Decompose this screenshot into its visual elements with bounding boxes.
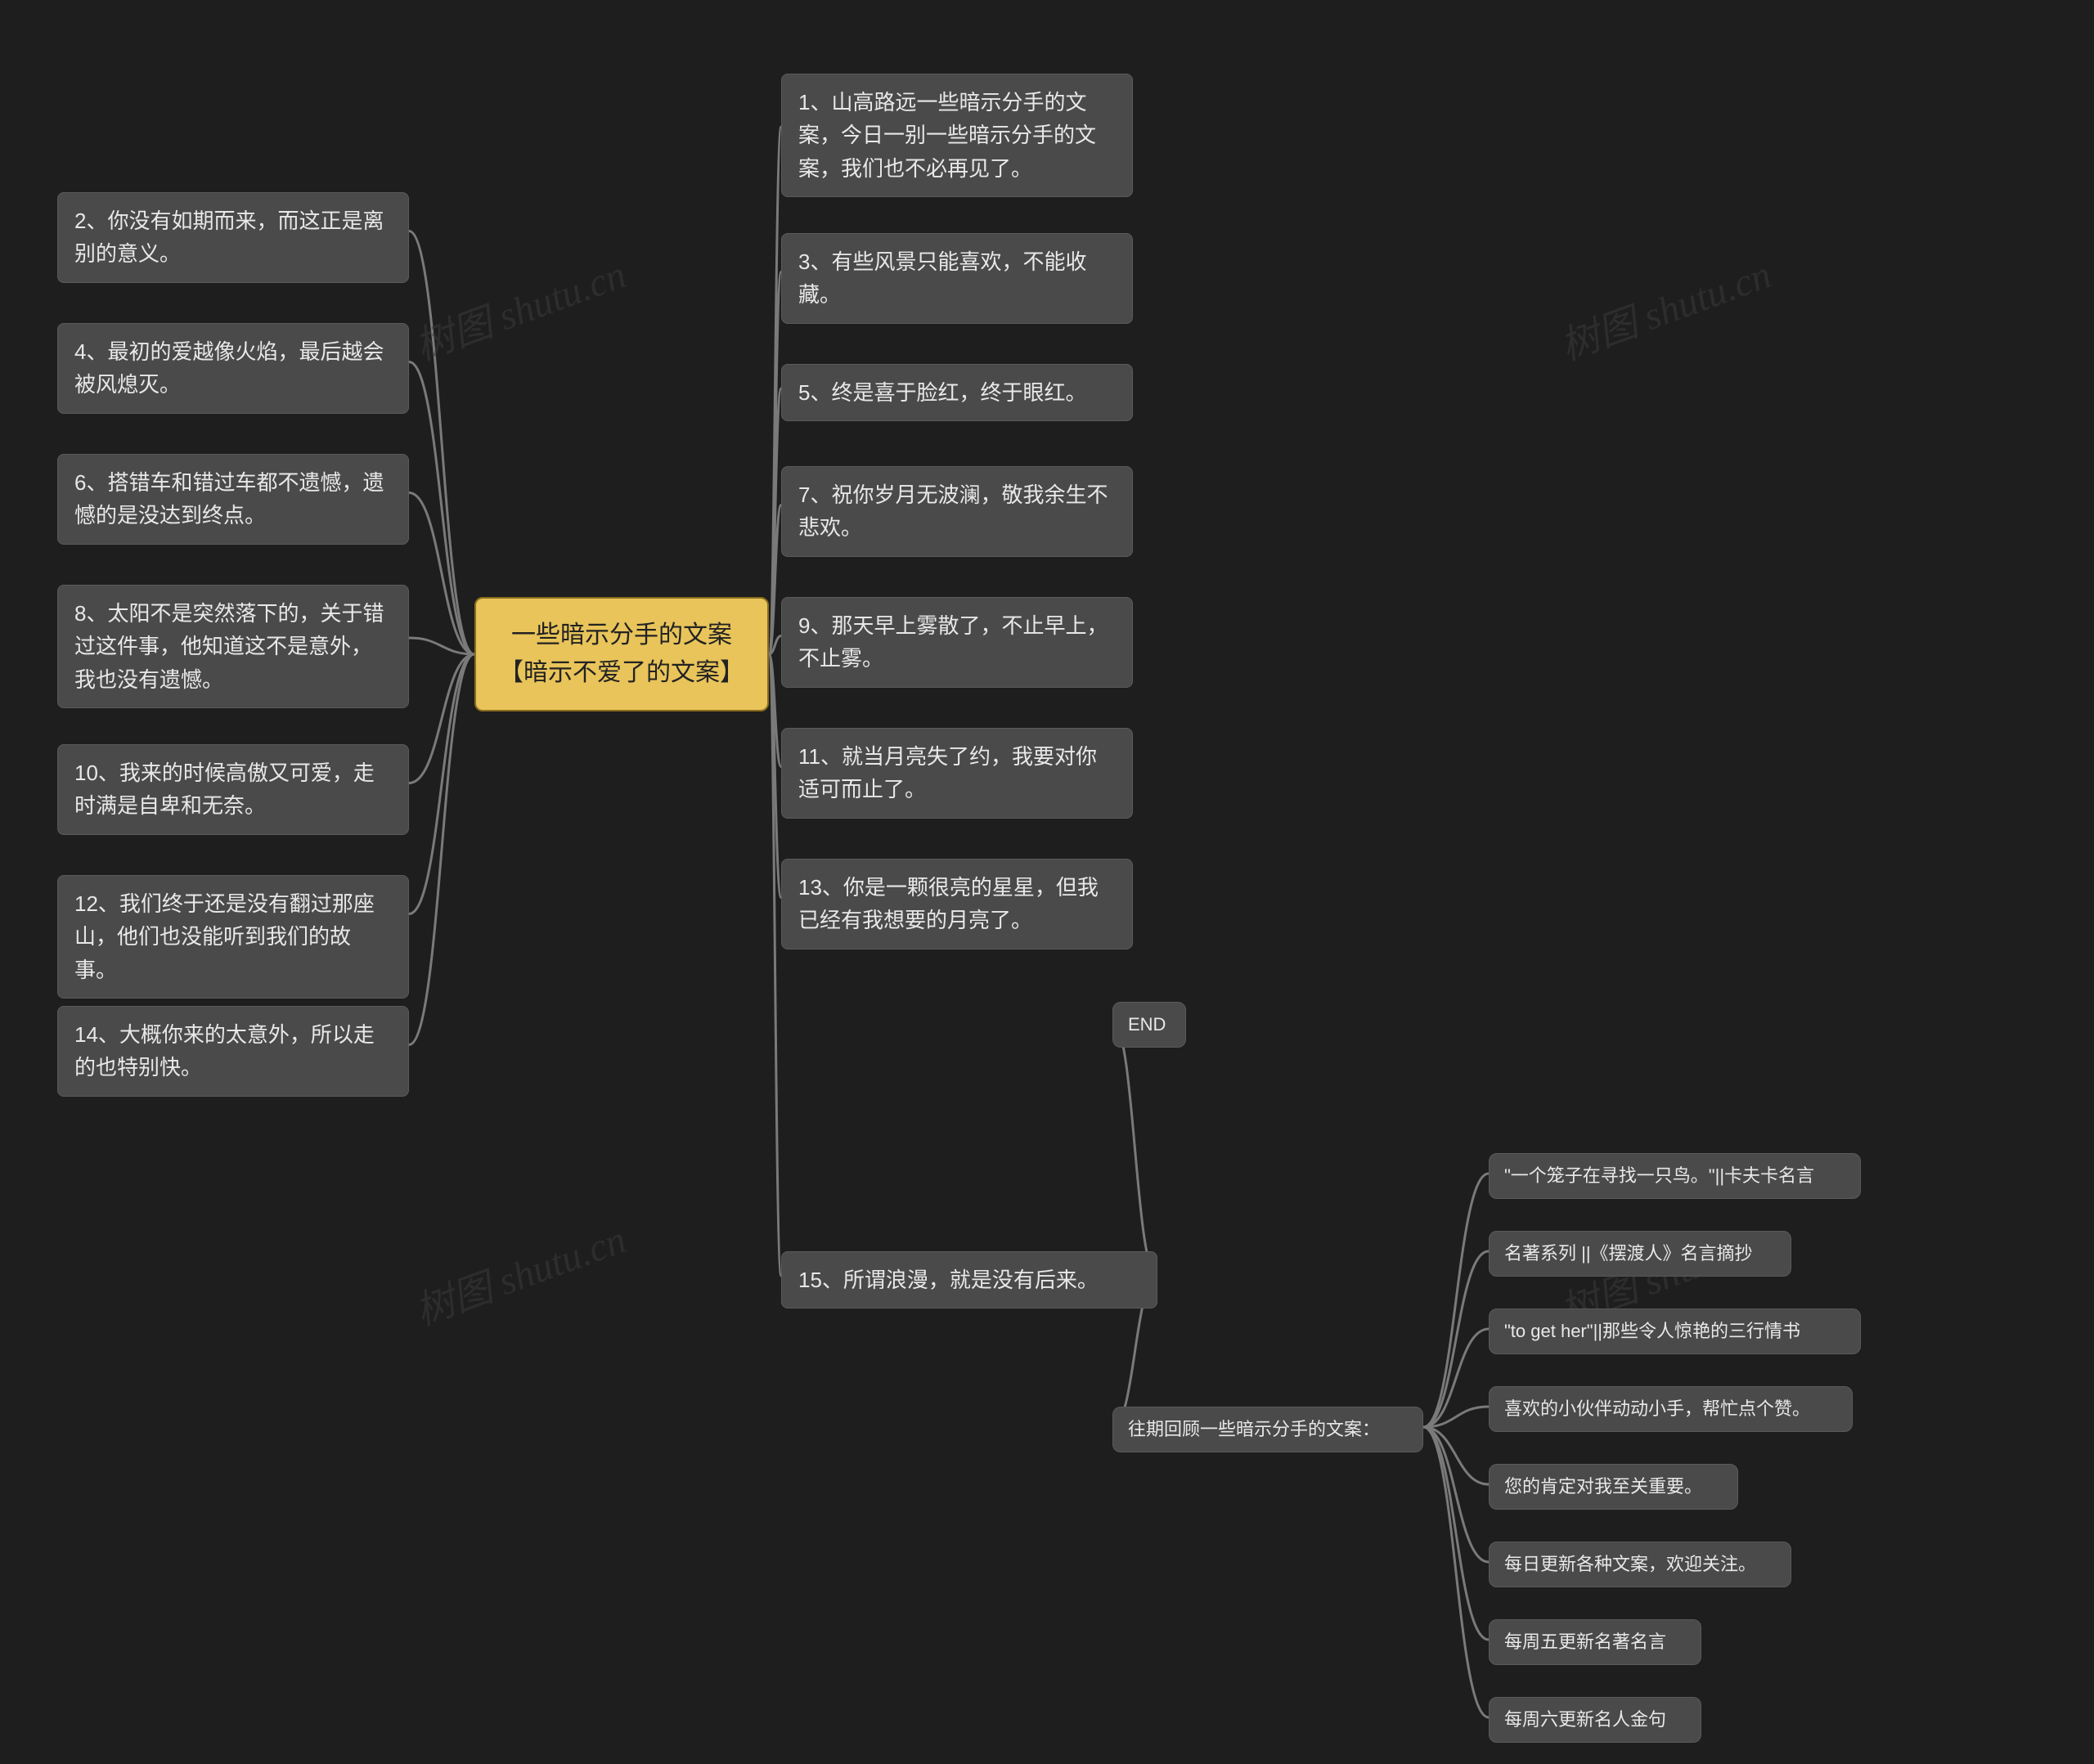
connector (1423, 1174, 1489, 1427)
connector (769, 654, 781, 898)
connector (769, 127, 781, 654)
connector (1112, 1022, 1157, 1276)
mindmap-node[interactable]: 8、太阳不是突然落下的，关于错过这件事，他知道这不是意外，我也没有遗憾。 (57, 585, 409, 708)
mindmap-node[interactable]: 每周五更新名著名言 (1489, 1619, 1701, 1665)
mindmap-node[interactable]: 12、我们终于还是没有翻过那座山，他们也没能听到我们的故事。 (57, 875, 409, 999)
connector (769, 654, 781, 767)
mindmap-node[interactable]: 每日更新各种文案，欢迎关注。 (1489, 1542, 1791, 1587)
connector (1423, 1427, 1489, 1717)
connector (409, 638, 474, 654)
connector (409, 362, 474, 655)
mindmap-node[interactable]: 6、搭错车和错过车都不遗憾，遗憾的是没达到终点。 (57, 454, 409, 545)
connector (769, 272, 781, 655)
mindmap-node[interactable]: 13、你是一颗很亮的星星，但我已经有我想要的月亮了。 (781, 859, 1133, 949)
mindmap-node[interactable]: 9、那天早上雾散了，不止早上，不止雾。 (781, 597, 1133, 688)
mindmap-node[interactable]: 15、所谓浪漫，就是没有后来。 (781, 1251, 1157, 1308)
connector (409, 654, 474, 1045)
mindmap-node[interactable]: "一个笼子在寻找一只鸟。"||卡夫卡名言 (1489, 1153, 1861, 1199)
connector (1423, 1427, 1489, 1562)
watermark: 树图 shutu.cn (1551, 242, 1777, 371)
mindmap-node[interactable]: 名著系列 ||《摆渡人》名言摘抄 (1489, 1231, 1791, 1277)
mindmap-node[interactable]: 5、终是喜于脸红，终于眼红。 (781, 364, 1133, 421)
connector (409, 654, 474, 783)
mindmap-node[interactable]: 7、祝你岁月无波澜，敬我余生不悲欢。 (781, 466, 1133, 557)
mindmap-node[interactable]: 每周六更新名人金句 (1489, 1697, 1701, 1743)
mindmap-node[interactable]: 2、你没有如期而来，而这正是离别的意义。 (57, 192, 409, 283)
mindmap-node[interactable]: 您的肯定对我至关重要。 (1489, 1464, 1738, 1510)
mindmap-node[interactable]: 11、就当月亮失了约，我要对你适可而止了。 (781, 728, 1133, 819)
connector (1423, 1427, 1489, 1640)
connector (1423, 1251, 1489, 1427)
mindmap-node[interactable]: 一些暗示分手的文案【暗示不爱了的文案】 (474, 597, 769, 711)
connector (409, 654, 474, 914)
mindmap-node[interactable]: 3、有些风景只能喜欢，不能收藏。 (781, 233, 1133, 324)
connector (409, 493, 474, 655)
watermark: 树图 shutu.cn (406, 242, 632, 371)
connector (1423, 1427, 1489, 1484)
connector (769, 388, 781, 654)
mindmap-node[interactable]: 10、我来的时候高傲又可爱，走时满是自卑和无奈。 (57, 744, 409, 835)
mindmap-node[interactable]: 14、大概你来的太意外，所以走的也特别快。 (57, 1006, 409, 1097)
connector (769, 636, 781, 655)
mindmap-node[interactable]: END (1112, 1002, 1186, 1048)
connector (1423, 1407, 1489, 1427)
mindmap-node[interactable]: 1、山高路远一些暗示分手的文案，今日一别一些暗示分手的文案，我们也不必再见了。 (781, 74, 1133, 197)
connector (769, 654, 781, 1276)
connector (1423, 1329, 1489, 1427)
mindmap-node[interactable]: 4、最初的爱越像火焰，最后越会被风熄灭。 (57, 323, 409, 414)
mindmap-node[interactable]: 往期回顾一些暗示分手的文案： (1112, 1407, 1423, 1452)
mindmap-canvas: 树图 shutu.cn树图 shutu.cn树图 shutu.cn树图 shut… (0, 0, 2094, 1764)
watermark: 树图 shutu.cn (406, 1207, 632, 1336)
mindmap-node[interactable]: 喜欢的小伙伴动动小手，帮忙点个赞。 (1489, 1386, 1853, 1432)
connector (769, 505, 781, 655)
mindmap-node[interactable]: "to get her"||那些令人惊艳的三行情书 (1489, 1308, 1861, 1354)
connector (409, 231, 474, 655)
